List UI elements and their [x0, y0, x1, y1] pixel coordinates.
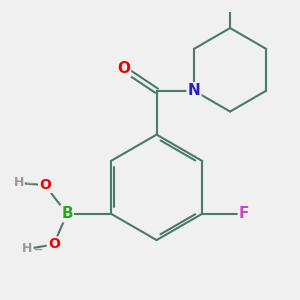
- Text: H: H: [22, 242, 33, 255]
- Text: N: N: [188, 83, 200, 98]
- Text: F: F: [239, 206, 249, 221]
- Text: O: O: [39, 178, 51, 192]
- Text: H: H: [14, 176, 24, 190]
- Text: O: O: [48, 238, 60, 251]
- Text: O: O: [117, 61, 130, 76]
- Text: B: B: [61, 206, 73, 221]
